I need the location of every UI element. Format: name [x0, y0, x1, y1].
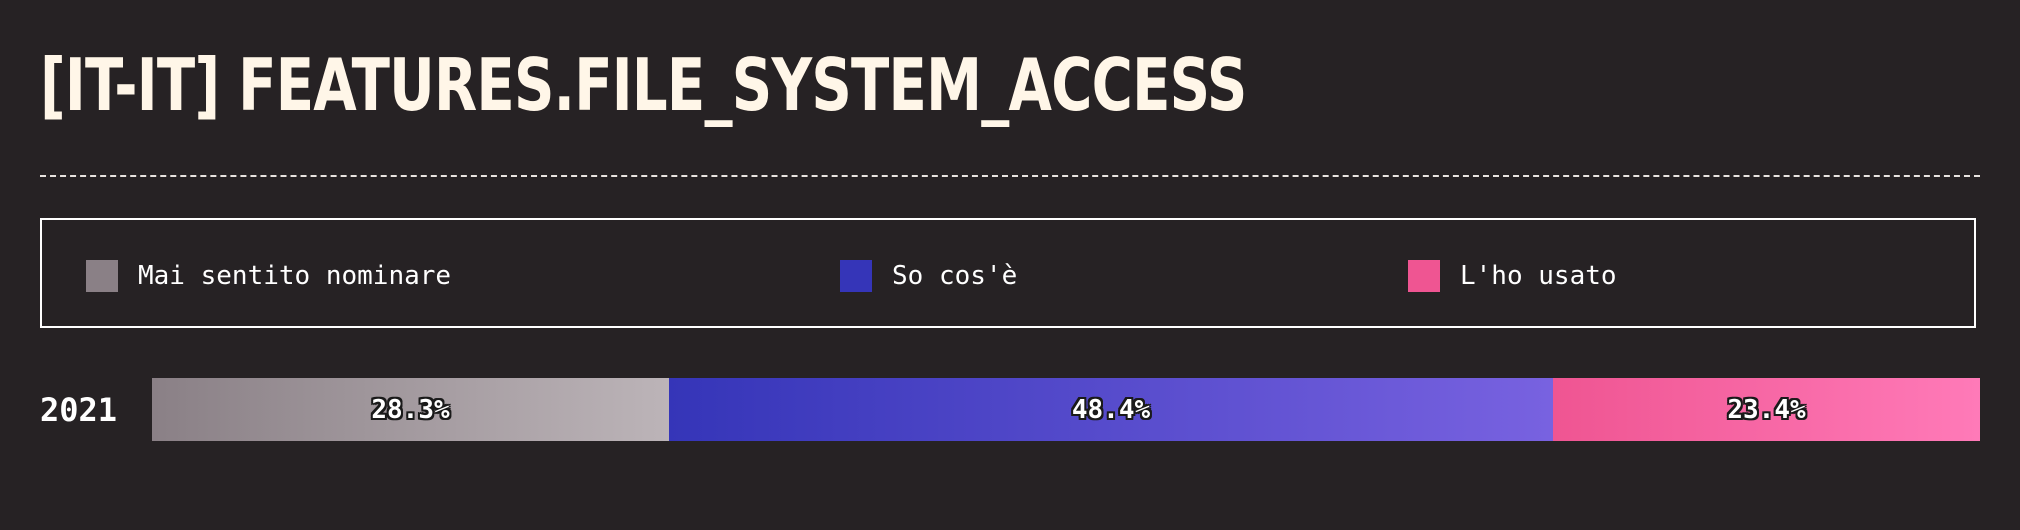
row-label-2021: 2021: [40, 391, 118, 429]
legend-item-know-it[interactable]: So cos'è: [840, 260, 1017, 292]
bar-value-label-never-heard: 28.3%: [371, 394, 450, 425]
legend-label-never-heard: Mai sentito nominare: [138, 261, 452, 291]
bar-segment-used-it[interactable]: 23.4%: [1553, 378, 1980, 441]
legend-item-used-it[interactable]: L'ho usato: [1408, 260, 1617, 292]
bar-value-label-used-it: 23.4%: [1727, 394, 1806, 425]
bar-segment-never-heard[interactable]: 28.3%: [152, 378, 669, 441]
stacked-bar-2021: 28.3% 48.4% 23.4%: [152, 378, 1980, 441]
divider: [40, 175, 1980, 177]
legend-label-know-it: So cos'è: [892, 261, 1018, 291]
legend-swatch-know-it: [840, 260, 872, 292]
legend-item-never-heard[interactable]: Mai sentito nominare: [86, 260, 451, 292]
legend: Mai sentito nominare So cos'è L'ho usato: [40, 218, 1976, 328]
legend-swatch-used-it: [1408, 260, 1440, 292]
legend-label-used-it: L'ho usato: [1460, 261, 1617, 291]
chart-title: [IT-IT] FEATURES.FILE_SYSTEM_ACCESS: [40, 43, 1247, 127]
legend-swatch-never-heard: [86, 260, 118, 292]
bar-value-label-know-it: 48.4%: [1071, 394, 1151, 425]
bar-segment-know-it[interactable]: 48.4%: [669, 378, 1553, 441]
